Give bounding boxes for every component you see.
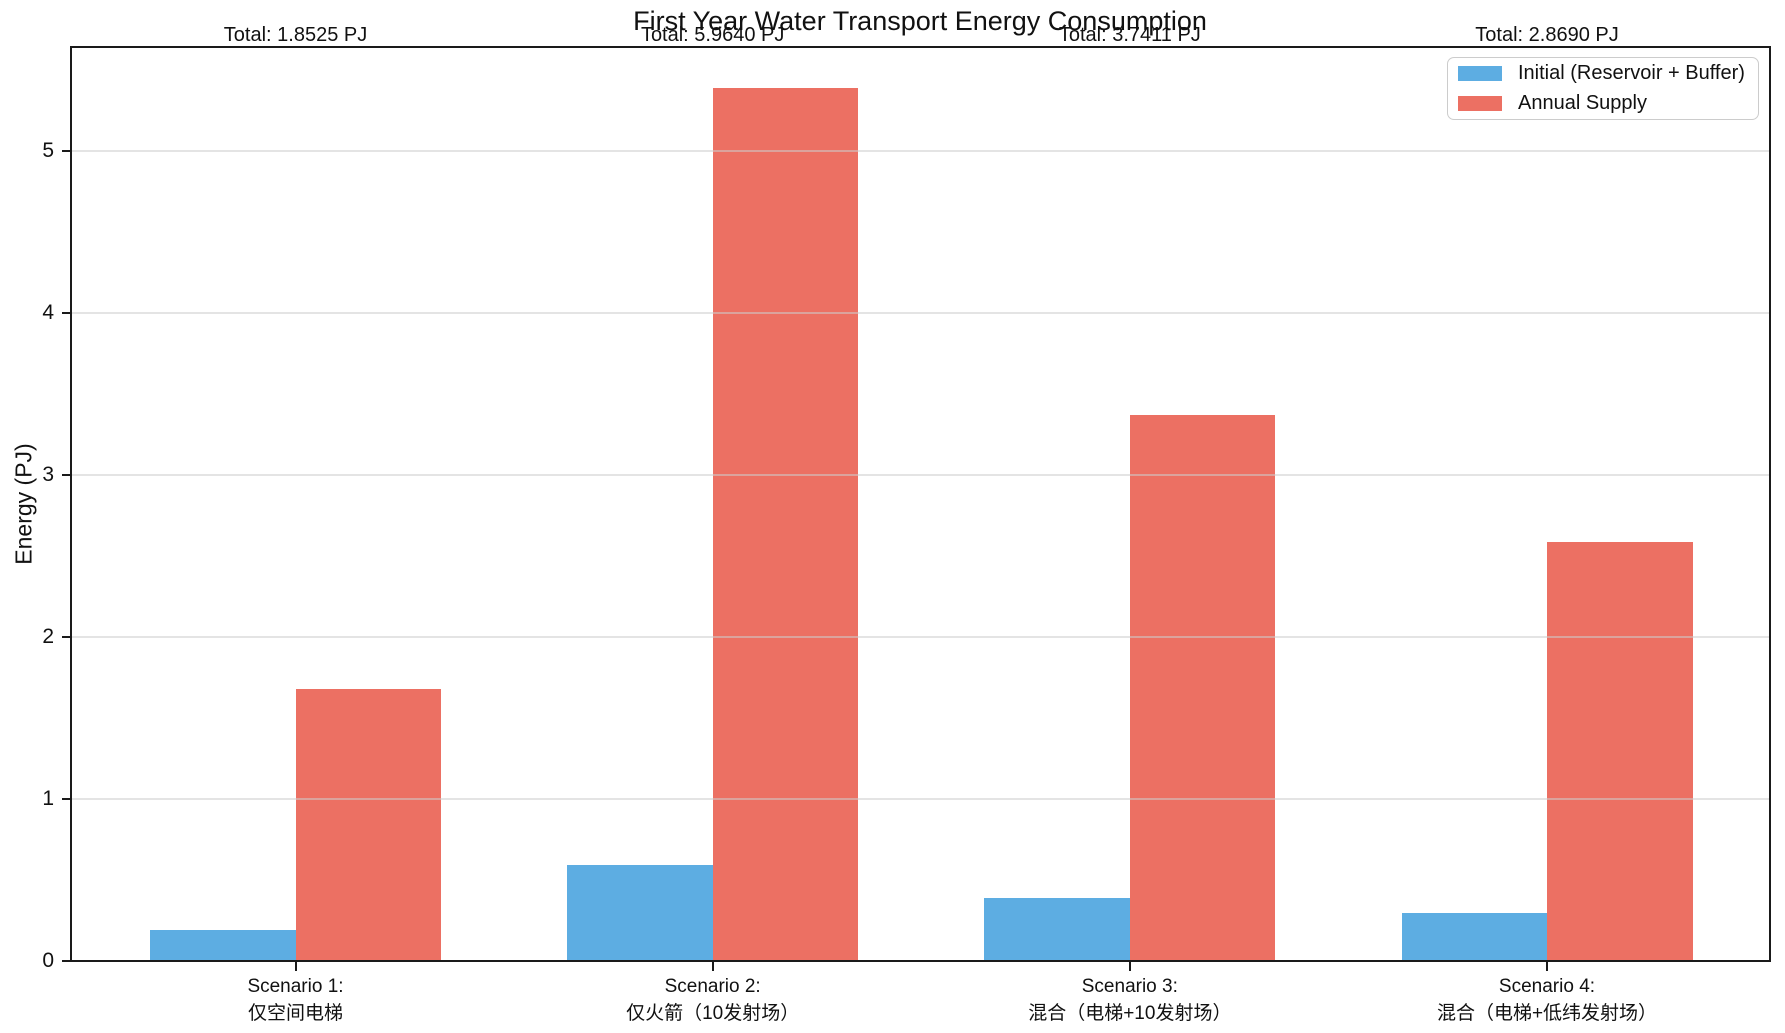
- x-tick-label-line1: Scenario 4:: [1498, 976, 1596, 997]
- x-tick-mark-scenario-4: [1546, 962, 1548, 971]
- y-tick-mark-0: [62, 960, 71, 962]
- gridline-1: [72, 797, 1769, 800]
- legend-swatch-annual: [1458, 96, 1502, 111]
- y-tick-mark-4: [62, 311, 71, 314]
- legend: Initial (Reservoir + Buffer) Annual Supp…: [1447, 57, 1759, 120]
- y-tick-label-4: 4: [42, 300, 54, 324]
- x-tick-mark-scenario-1: [294, 962, 297, 971]
- chart-title: First Year Water Transport Energy Consum…: [633, 6, 1207, 36]
- x-tick-label-line1: Scenario 1:: [247, 976, 344, 997]
- x-tick-label-line2: 混合（电梯+低纬发射场）: [1436, 1003, 1658, 1024]
- total-annotation-scenario-2: Total: 5.9640 PJ: [640, 24, 785, 46]
- x-tick-label-scenario-4: Scenario 4: 混合（电梯+低纬发射场）: [1437, 973, 1657, 1027]
- x-tick-label-line2: 仅火箭（10发射场）: [626, 1003, 800, 1024]
- legend-label-initial: Initial (Reservoir + Buffer): [1518, 62, 1745, 84]
- bar-initial-scenario-3: [984, 898, 1130, 960]
- gridline-3: [72, 473, 1769, 476]
- total-annotation-scenario-1: Total: 1.8525 PJ: [223, 24, 368, 46]
- y-tick-mark-3: [62, 473, 71, 476]
- legend-label-annual: Annual Supply: [1518, 92, 1647, 114]
- y-tick-label-2: 2: [42, 624, 54, 648]
- x-tick-label-scenario-1: Scenario 1: 仅空间电梯: [247, 973, 343, 1027]
- y-tick-mark-2: [62, 635, 71, 638]
- bar-annual-scenario-3: [1129, 415, 1276, 960]
- x-tick-mark-scenario-2: [711, 962, 714, 971]
- bar-initial-scenario-1: [150, 930, 296, 960]
- legend-item-initial: Initial (Reservoir + Buffer): [1458, 62, 1748, 85]
- y-tick-mark-1: [62, 797, 71, 800]
- y-tick-mark-5: [62, 149, 71, 152]
- y-axis-label: Energy (PJ): [10, 443, 37, 565]
- x-tick-label-line1: Scenario 2:: [664, 976, 761, 997]
- bar-initial-scenario-2: [567, 865, 713, 960]
- x-tick-mark-scenario-3: [1128, 962, 1131, 971]
- x-tick-label-line1: Scenario 3:: [1081, 976, 1178, 997]
- y-tick-label-1: 1: [42, 786, 54, 810]
- bar-annual-scenario-4: [1547, 541, 1693, 960]
- x-tick-label-scenario-3: Scenario 3: 混合（电梯+10发射场）: [1028, 973, 1231, 1027]
- y-tick-label-3: 3: [42, 462, 54, 486]
- bar-initial-scenario-4: [1401, 913, 1547, 960]
- bar-annual-scenario-1: [295, 689, 441, 960]
- gridline-4: [72, 311, 1769, 314]
- bar-annual-scenario-2: [712, 88, 859, 960]
- legend-item-annual: Annual Supply: [1458, 92, 1748, 115]
- y-tick-label-5: 5: [42, 138, 54, 162]
- total-annotation-scenario-4: Total: 2.8690 PJ: [1475, 24, 1619, 46]
- x-tick-label-scenario-2: Scenario 2: 仅火箭（10发射场）: [626, 973, 799, 1027]
- x-tick-label-line2: 混合（电梯+10发射场）: [1028, 1003, 1232, 1024]
- gridline-5: [72, 149, 1769, 152]
- total-annotation-scenario-3: Total: 3.7411 PJ: [1058, 24, 1201, 46]
- legend-swatch-initial: [1458, 66, 1502, 81]
- gridline-2: [72, 635, 1769, 638]
- y-tick-label-0: 0: [42, 949, 54, 972]
- x-tick-label-line2: 仅空间电梯: [247, 1003, 343, 1024]
